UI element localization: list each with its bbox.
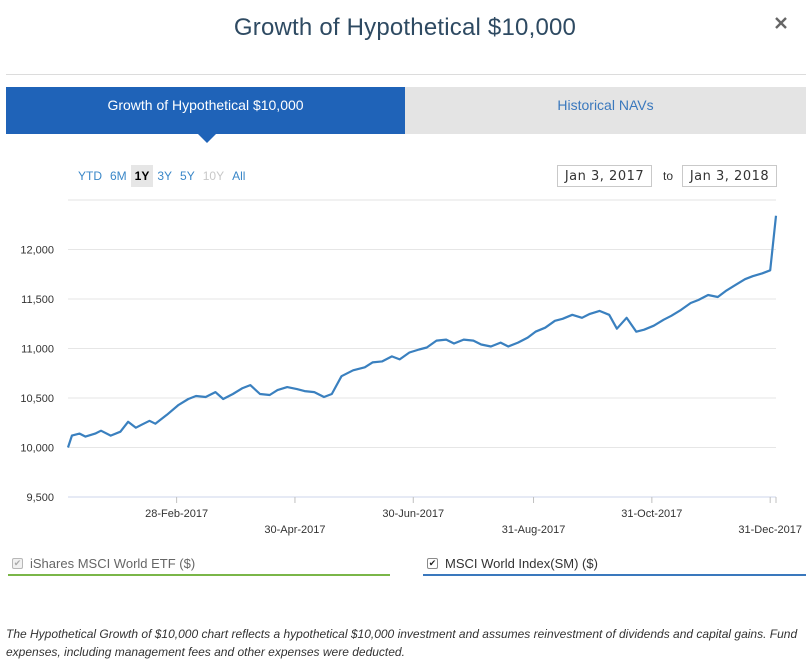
legend-item-ishares-etf: ✔ iShares MSCI World ETF ($) [8,552,390,576]
x-tick-label: 31-Dec-2017 [738,524,802,536]
close-button[interactable] [774,16,788,30]
checkmark-icon: ✔ [13,557,22,568]
range-selector: YTD 6M 1Y 3Y 5Y 10Y All [74,165,249,187]
tab-growth-hypothetical[interactable]: Growth of Hypothetical $10,000 [6,87,405,143]
x-tick-label: 31-Oct-2017 [621,508,682,520]
disclaimer-text: The Hypothetical Growth of $10,000 chart… [6,627,798,659]
range-button-ytd[interactable]: YTD [78,169,102,183]
checkbox-msci-world-index[interactable]: ✔ [427,557,438,569]
header-divider [6,74,806,75]
close-icon[interactable] [774,16,788,30]
range-button-6m[interactable]: 6M [110,169,127,183]
tab-historical-navs[interactable]: Historical NAVs [405,87,806,134]
y-tick-label: 11,000 [21,344,54,356]
checkbox-ishares-etf: ✔ [12,557,23,569]
x-axis: 28-Feb-2017 30-Apr-2017 30-Jun-2017 31-Aug-… [145,497,802,536]
legend-label: iShares MSCI World ETF ($) [30,555,196,571]
tab-bar: Growth of Hypothetical $10,000 Historica… [6,87,806,143]
modal-title: Growth of Hypothetical $10,000 [233,14,577,41]
y-tick-label: 10,500 [20,393,54,405]
date-separator: to [663,169,674,183]
range-button-1y[interactable]: 1Y [130,165,154,187]
growth-chart: 9,500 10,000 10,500 11,000 11,500 12,000 28-F… [20,199,802,536]
range-button-3y[interactable]: 3Y [157,169,173,183]
x-tick-label: 30-Apr-2017 [264,524,325,536]
series-line-msci-world-index [66,215,778,448]
checkmark-icon: ✔ [428,557,437,568]
legend-label: MSCI World Index(SM) ($) [445,555,598,571]
x-tick-label: 28-Feb-2017 [145,508,208,520]
chart-grid [68,199,776,498]
tab-label: Historical NAVs [557,97,654,113]
y-tick-label: 10,000 [20,443,54,455]
range-button-5y[interactable]: 5Y [180,169,195,183]
y-axis: 9,500 10,000 10,500 11,000 11,500 12,000 [20,245,54,505]
y-tick-label: 12,000 [20,245,54,257]
range-button-all[interactable]: All [232,169,246,183]
y-tick-label: 9,500 [26,492,54,504]
date-from-input[interactable]: Jan 3, 2017 [557,165,652,187]
date-to-input[interactable]: Jan 3, 2018 [682,165,777,187]
tab-label: Growth of Hypothetical $10,000 [107,97,304,113]
x-tick-label: 31-Aug-2017 [502,524,566,536]
x-tick-label: 30-Jun-2017 [382,508,444,520]
y-tick-label: 11,500 [21,294,54,306]
legend-item-msci-world-index[interactable]: ✔ MSCI World Index(SM) ($) [423,552,806,576]
range-button-10y: 10Y [202,169,225,183]
